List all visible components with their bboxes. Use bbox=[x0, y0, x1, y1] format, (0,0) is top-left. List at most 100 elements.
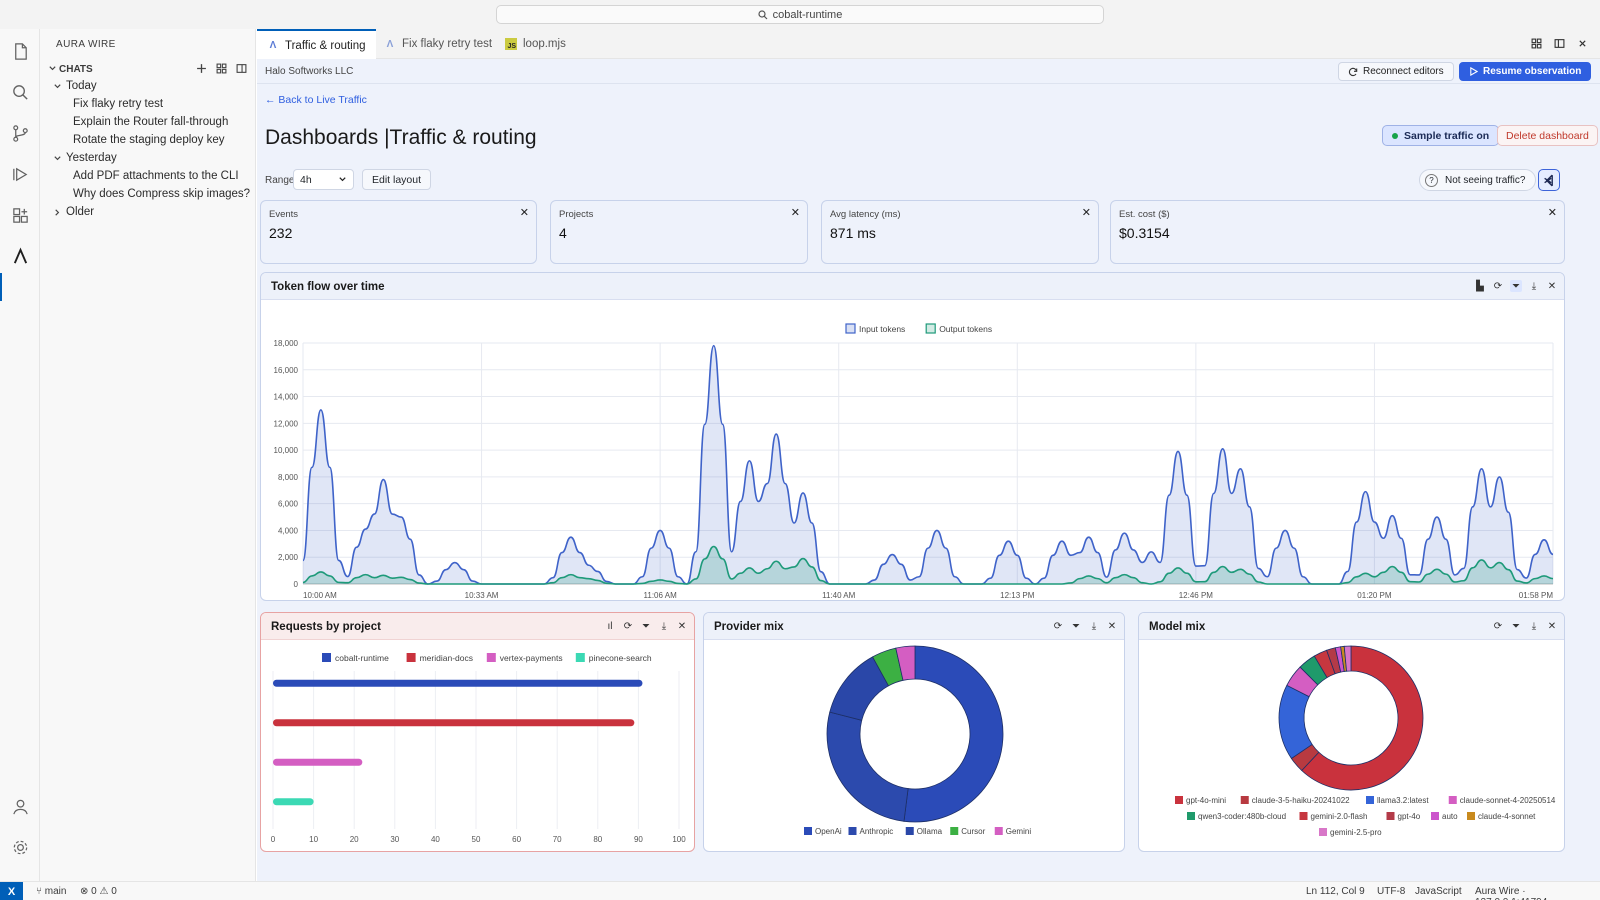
stat-value: 4 bbox=[559, 225, 567, 241]
new-chat-icon[interactable] bbox=[194, 61, 208, 75]
stat-label: Events bbox=[269, 209, 299, 220]
chat-item[interactable]: Rotate the staging deploy key bbox=[40, 131, 256, 149]
filter-icon[interactable]: ⏷ bbox=[642, 620, 650, 632]
server-indicator[interactable]: Aura Wire · 127.0.0.1:41794 bbox=[1475, 886, 1547, 900]
refresh-icon[interactable]: ⟳ bbox=[1493, 620, 1503, 632]
slice bbox=[1301, 645, 1424, 791]
panel-title: Token flow over time bbox=[271, 281, 385, 293]
sample-label: Sample traffic on bbox=[1404, 129, 1490, 142]
account-icon[interactable] bbox=[8, 794, 32, 818]
encoding-indicator[interactable]: UTF-8 bbox=[1377, 886, 1406, 897]
close-icon[interactable]: ✕ bbox=[1547, 280, 1557, 292]
delete-dashboard-button[interactable]: Delete dashboard bbox=[1497, 125, 1598, 146]
close-icon[interactable]: ✕ bbox=[790, 207, 800, 219]
edit-layout-button[interactable]: Edit layout bbox=[362, 169, 432, 190]
close-icon[interactable]: ✕ bbox=[1547, 207, 1557, 219]
y-tick-label: 8,000 bbox=[278, 473, 299, 482]
source-control-icon[interactable] bbox=[8, 121, 32, 145]
panel-title: Provider mix bbox=[714, 621, 784, 633]
chat-item[interactable]: Add PDF attachments to the CLI bbox=[40, 167, 256, 185]
download-icon[interactable]: ⤓ bbox=[1091, 620, 1097, 632]
cursor-position[interactable]: Ln 112, Col 9 bbox=[1306, 886, 1365, 897]
filter-icon[interactable]: ⏷ bbox=[1072, 620, 1080, 632]
download-icon[interactable]: ⤓ bbox=[1531, 620, 1537, 632]
filter-icon[interactable]: ⏷ bbox=[1512, 620, 1520, 632]
chats-section-header[interactable]: CHATS bbox=[48, 60, 248, 78]
series-line bbox=[302, 545, 1554, 585]
x-tick-label: 12:46 PM bbox=[1179, 591, 1214, 600]
reconnect-editors-button[interactable]: Reconnect editors bbox=[1338, 62, 1454, 81]
legend-label: gemini-2.0-flash bbox=[1311, 812, 1368, 821]
chevron-down-icon bbox=[48, 62, 57, 76]
search-icon[interactable] bbox=[8, 80, 32, 104]
chat-group-today[interactable]: Today bbox=[40, 77, 256, 95]
chat-group-label: Older bbox=[66, 206, 95, 218]
grid-view-icon[interactable] bbox=[214, 61, 228, 75]
sample-traffic-toggle[interactable]: Sample traffic on bbox=[1382, 125, 1500, 146]
bar-chart-icon[interactable]: ıl bbox=[607, 620, 613, 632]
vscode-icon[interactable] bbox=[1538, 169, 1560, 191]
toggle-panel-icon[interactable] bbox=[234, 61, 248, 75]
aura-icon: Λ bbox=[269, 40, 277, 51]
tab-label: loop.mjs bbox=[523, 38, 566, 50]
aura-wire-icon[interactable] bbox=[8, 244, 32, 268]
series-area bbox=[303, 546, 1553, 584]
download-icon[interactable]: ⤓ bbox=[1531, 280, 1537, 292]
language-mode[interactable]: JavaScript bbox=[1415, 886, 1462, 897]
settings-gear-icon[interactable] bbox=[8, 835, 32, 859]
range-select[interactable]: 4h bbox=[293, 169, 354, 190]
legend-swatch bbox=[925, 323, 936, 334]
x-tick-label: 10:33 AM bbox=[465, 591, 499, 600]
close-icon[interactable]: ✕ bbox=[1107, 620, 1117, 632]
tab-traffic-routing[interactable]: Λ Traffic & routing bbox=[257, 29, 376, 60]
remote-indicator[interactable]: X bbox=[0, 882, 23, 900]
problems-indicator[interactable]: ⊗ 0 ⚠ 0 bbox=[80, 886, 117, 897]
legend-label: llama3.2:latest bbox=[1377, 796, 1429, 805]
chat-item[interactable]: Explain the Router fall-through bbox=[40, 113, 256, 131]
resume-observation-button[interactable]: Resume observation bbox=[1459, 62, 1592, 81]
explorer-icon[interactable] bbox=[8, 39, 32, 63]
warnings-count: 0 bbox=[111, 886, 117, 897]
legend-label: gemini-2.5-pro bbox=[1330, 828, 1382, 837]
chat-group-older[interactable]: Older bbox=[40, 203, 256, 221]
download-icon[interactable]: ⤓ bbox=[661, 620, 667, 632]
run-debug-icon[interactable] bbox=[8, 162, 32, 186]
refresh-icon[interactable]: ⟳ bbox=[1493, 280, 1503, 292]
close-icon[interactable]: ✕ bbox=[1081, 207, 1091, 219]
chart-type-icon[interactable]: ▙ bbox=[1476, 280, 1484, 292]
x-tick-label: 20 bbox=[350, 835, 359, 844]
side-bar: AURA WIRE CHATS Today Fix flaky retry te… bbox=[40, 29, 256, 881]
close-icon[interactable]: ✕ bbox=[677, 620, 687, 632]
back-to-live-traffic-link[interactable]: ← Back to Live Traffic bbox=[265, 94, 367, 106]
extensions-icon[interactable] bbox=[8, 203, 32, 227]
close-icon[interactable]: ✕ bbox=[519, 207, 529, 219]
refresh-icon[interactable]: ⟳ bbox=[1053, 620, 1063, 632]
branch-indicator[interactable]: ⑂ main bbox=[36, 886, 66, 897]
chat-item[interactable]: Why does Compress skip images? bbox=[40, 185, 256, 203]
chat-item[interactable]: Fix flaky retry test bbox=[40, 95, 256, 113]
close-icon[interactable] bbox=[1576, 37, 1588, 49]
stat-card-est-cost: Est. cost ($) $0.3154 ✕ bbox=[1110, 200, 1565, 264]
split-editor-icon[interactable] bbox=[1553, 37, 1565, 49]
legend-label: pinecone-search bbox=[589, 653, 652, 663]
errors-count: 0 bbox=[91, 886, 97, 897]
y-tick-label: 12,000 bbox=[274, 419, 299, 428]
close-icon[interactable]: ✕ bbox=[1547, 620, 1557, 632]
x-tick-label: 0 bbox=[271, 835, 276, 844]
layout-grid-icon[interactable] bbox=[1530, 37, 1542, 49]
chat-item-label: Why does Compress skip images? bbox=[73, 188, 251, 200]
chat-group-yesterday[interactable]: Yesterday bbox=[40, 149, 256, 167]
refresh-icon[interactable]: ⟳ bbox=[623, 620, 633, 632]
token-flow-panel: Token flow over time ▙ ⟳ ⏷ ⤓ ✕ 0 2,000 4,0… bbox=[260, 272, 1565, 601]
token-flow-chart: 0 2,000 4,000 6,000 8,000 10,000 12,000 14,000 1… bbox=[274, 323, 1554, 600]
tab-loop-mjs[interactable]: JS loop.mjs bbox=[495, 29, 576, 59]
filter-icon[interactable]: ⏷ bbox=[1510, 280, 1522, 292]
tab-fix-flaky-retry[interactable]: Λ Fix flaky retry test bbox=[374, 29, 502, 59]
stat-card-avg-latency: Avg latency (ms) 871 ms ✕ bbox=[821, 200, 1099, 264]
not-seeing-traffic-button[interactable]: ? Not seeing traffic? bbox=[1419, 169, 1537, 191]
reconnect-label: Reconnect editors bbox=[1363, 66, 1444, 77]
command-center-search[interactable]: cobalt-runtime bbox=[496, 5, 1104, 24]
y-tick-label: 0 bbox=[294, 580, 299, 589]
requests-by-project-panel: Requests by project ıl ⟳ ⏷ ⤓ ✕ 0 10 20 30 40… bbox=[260, 612, 695, 852]
legend-swatch bbox=[486, 653, 496, 662]
